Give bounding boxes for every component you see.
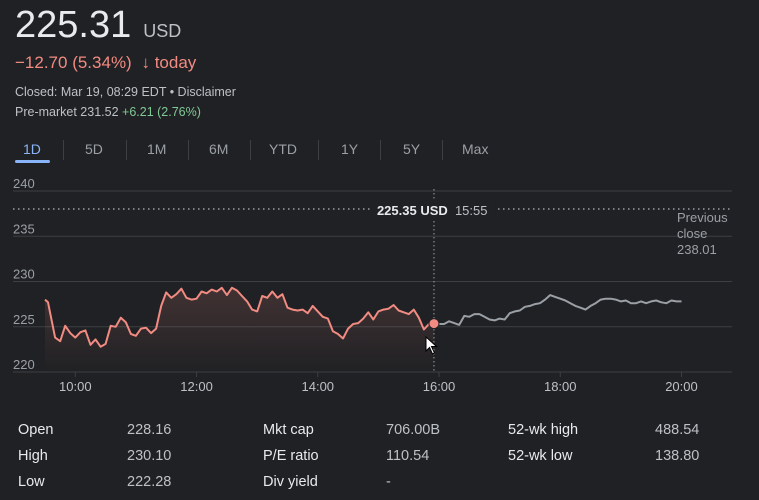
stat-label-52wk-high: 52-wk high: [508, 422, 579, 438]
tab-1d[interactable]: 1D: [23, 141, 41, 157]
premarket-label: Pre-market 231.52: [15, 105, 119, 119]
stat-value-open: 228.16: [127, 422, 172, 438]
stat-value-high: 230.10: [127, 448, 172, 464]
hover-price: 225.35 USD: [377, 203, 448, 218]
premarket-change: +6.21 (2.76%): [122, 105, 201, 119]
series-line-regular: [44, 286, 435, 348]
tab-divider: [380, 140, 381, 160]
x-tick-label: 14:00: [302, 379, 335, 394]
active-tab-indicator: [15, 160, 50, 163]
tab-6m[interactable]: 6M: [209, 141, 229, 157]
current-price: 225.31: [15, 4, 132, 46]
previous-close-label: close: [677, 226, 707, 241]
stat-label-high: High: [18, 448, 48, 464]
tab-divider: [63, 140, 64, 160]
stat-label-pe-ratio: P/E ratio: [263, 448, 319, 464]
y-tick-label: 240: [13, 176, 35, 191]
stat-value-low: 222.28: [127, 474, 172, 490]
tab-ytd[interactable]: YTD: [269, 141, 297, 157]
stat-value-52wk-low: 138.80: [655, 448, 700, 464]
tab-divider: [126, 140, 127, 160]
tab-1y[interactable]: 1Y: [341, 141, 359, 157]
price-chart[interactable]: 240 235 230 225 220 10:00 12:00 14:00 16:00 18:00…: [0, 175, 759, 400]
previous-close-label: 238.01: [677, 242, 717, 257]
stat-label-mkt-cap: Mkt cap: [263, 422, 314, 438]
y-tick-label: 235: [13, 221, 35, 236]
closed-status: Closed: Mar 19, 08:29 EDT • Disclaimer: [15, 85, 236, 99]
y-tick-label: 225: [13, 312, 35, 327]
down-arrow-icon: ↓: [141, 53, 150, 72]
tab-divider: [442, 140, 443, 160]
premarket-info: Pre-market 231.52 +6.21 (2.76%): [15, 105, 201, 119]
regular-session-fill: [45, 287, 434, 372]
change-period: today: [154, 53, 197, 72]
stat-label-div-yield: Div yield: [263, 474, 318, 490]
price-change: −12.70 (5.34%) ↓ today: [15, 53, 196, 73]
mouse-cursor-icon: [425, 336, 438, 355]
series-line-extended: [433, 294, 682, 326]
stat-value-div-yield: -: [386, 474, 391, 490]
stat-value-pe-ratio: 110.54: [386, 448, 430, 464]
tab-divider: [188, 140, 189, 160]
hover-point: [428, 318, 440, 330]
x-tick-label: 20:00: [665, 379, 698, 394]
price-header: 225.31 USD: [15, 4, 181, 47]
y-tick-label: 230: [13, 267, 35, 282]
tab-max[interactable]: Max: [462, 141, 489, 157]
tab-5d[interactable]: 5D: [85, 141, 103, 157]
previous-close-label: Previous: [677, 210, 728, 225]
tab-divider: [318, 140, 319, 160]
x-tick-label: 10:00: [59, 379, 92, 394]
x-tick-label: 16:00: [423, 379, 456, 394]
tab-1m[interactable]: 1M: [147, 141, 167, 157]
stat-value-52wk-high: 488.54: [655, 422, 700, 438]
tab-divider: [250, 140, 251, 160]
stat-label-low: Low: [18, 474, 45, 490]
stat-label-open: Open: [18, 422, 54, 438]
hover-label-bg: [371, 200, 496, 219]
y-tick-label: 220: [13, 357, 35, 372]
hover-time: 15:55: [455, 203, 488, 218]
x-tick-label: 12:00: [180, 379, 213, 394]
tab-5y[interactable]: 5Y: [403, 141, 421, 157]
change-value: −12.70 (5.34%): [15, 53, 132, 72]
x-tick-label: 18:00: [544, 379, 577, 394]
stat-value-mkt-cap: 706.00B: [386, 422, 441, 438]
currency-label: USD: [143, 21, 182, 41]
stat-label-52wk-low: 52-wk low: [508, 448, 573, 464]
